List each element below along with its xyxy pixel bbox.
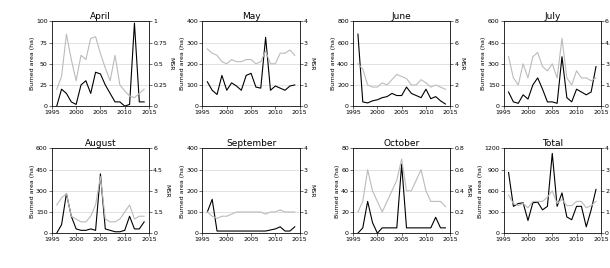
Y-axis label: Burned area (ha): Burned area (ha): [30, 37, 35, 91]
Title: September: September: [226, 139, 276, 148]
Y-axis label: MSR: MSR: [309, 184, 314, 198]
Y-axis label: Burned area (ha): Burned area (ha): [180, 37, 185, 91]
Y-axis label: Burned area (ha): Burned area (ha): [180, 164, 185, 218]
Title: June: June: [392, 12, 412, 21]
Y-axis label: MSR: MSR: [165, 184, 170, 198]
Title: August: August: [85, 139, 117, 148]
Title: Total: Total: [542, 139, 563, 148]
Y-axis label: MSR: MSR: [168, 57, 173, 70]
Y-axis label: Burned area (ha): Burned area (ha): [478, 164, 483, 218]
Title: April: April: [90, 12, 111, 21]
Title: October: October: [384, 139, 420, 148]
Y-axis label: Burned area (ha): Burned area (ha): [29, 164, 35, 218]
Y-axis label: Burned area (ha): Burned area (ha): [481, 37, 486, 91]
Y-axis label: MSR: MSR: [309, 57, 314, 70]
Title: July: July: [544, 12, 561, 21]
Y-axis label: Burned area (ha): Burned area (ha): [335, 164, 340, 218]
Y-axis label: Burned area (ha): Burned area (ha): [331, 37, 336, 91]
Title: May: May: [242, 12, 260, 21]
Y-axis label: MSR: MSR: [465, 184, 471, 198]
Y-axis label: MSR: MSR: [460, 57, 465, 70]
